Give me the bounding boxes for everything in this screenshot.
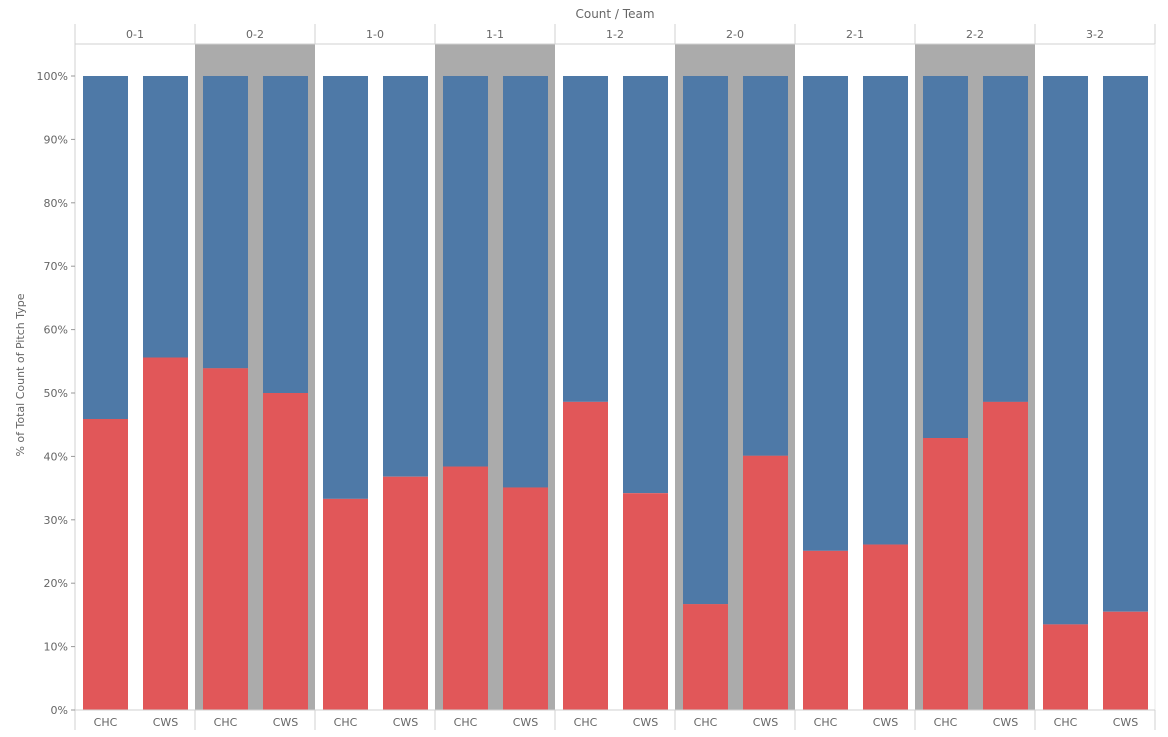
- group-header-label: 0-1: [126, 28, 144, 41]
- bar-segment-bottom-1-0-CWS: [383, 476, 428, 710]
- bar-segment-bottom-0-2-CHC: [203, 368, 248, 710]
- group-header-label: 2-1: [846, 28, 864, 41]
- bar-segment-bottom-1-1-CHC: [443, 466, 488, 710]
- x-tick-label: CHC: [454, 716, 478, 729]
- y-tick-label: 0%: [51, 704, 68, 717]
- x-tick-label: CHC: [334, 716, 358, 729]
- bar-segment-top-2-1-CWS: [863, 76, 908, 545]
- x-tick-label: CHC: [814, 716, 838, 729]
- x-tick-label: CHC: [694, 716, 718, 729]
- x-tick-label: CWS: [993, 716, 1019, 729]
- bar-segment-bottom-2-1-CWS: [863, 544, 908, 710]
- x-tick-label: CWS: [273, 716, 299, 729]
- x-tick-label: CHC: [574, 716, 598, 729]
- labels: 0-1 CHC CWS 0-2 CHC CWS 1-0 CHC CWS 1-1 CHC CWS 1-2 C…: [37, 28, 1139, 729]
- bar-segment-top-0-2-CHC: [203, 76, 248, 369]
- chart-title: Count / Team: [575, 7, 654, 21]
- group-header-label: 1-2: [606, 28, 624, 41]
- y-tick-label: 50%: [44, 387, 68, 400]
- group-header-label: 2-0: [726, 28, 744, 41]
- axes: [71, 24, 1156, 730]
- bar-segment-top-1-0-CWS: [383, 76, 428, 477]
- y-axis-label: % of Total Count of Pitch Type: [14, 293, 27, 456]
- bar-segment-bottom-2-2-CWS: [983, 401, 1028, 710]
- x-tick-label: CWS: [153, 716, 179, 729]
- y-tick-label: 20%: [44, 577, 68, 590]
- bar-segment-bottom-0-2-CWS: [263, 393, 308, 710]
- x-tick-label: CHC: [94, 716, 118, 729]
- x-tick-label: CHC: [1054, 716, 1078, 729]
- bar-segment-bottom-3-2-CWS: [1103, 611, 1148, 710]
- bar-segment-top-0-1-CWS: [143, 76, 188, 358]
- y-tick-label: 40%: [44, 450, 68, 463]
- bar-segment-bottom-2-0-CWS: [743, 455, 788, 710]
- group-header-label: 0-2: [246, 28, 264, 41]
- group-header-label: 1-1: [486, 28, 504, 41]
- x-tick-label: CWS: [513, 716, 539, 729]
- y-tick-label: 70%: [44, 260, 68, 273]
- x-tick-label: CWS: [873, 716, 899, 729]
- y-tick-label: 60%: [44, 324, 68, 337]
- bar-segment-top-1-1-CHC: [443, 76, 488, 467]
- bar-segment-bottom-2-0-CHC: [683, 604, 728, 710]
- bar-segment-top-3-2-CWS: [1103, 76, 1148, 612]
- bar-segment-top-2-2-CWS: [983, 76, 1028, 402]
- bar-segment-top-0-2-CWS: [263, 76, 308, 393]
- bar-segment-top-2-2-CHC: [923, 76, 968, 439]
- bar-segment-top-3-2-CHC: [1043, 76, 1088, 625]
- bar-segment-top-1-2-CHC: [563, 76, 608, 402]
- bar-segment-bottom-2-1-CHC: [803, 550, 848, 710]
- bar-segment-bottom-0-1-CWS: [143, 357, 188, 710]
- panel-backgrounds: [195, 44, 1035, 710]
- bars: [83, 76, 1148, 710]
- bar-segment-top-0-1-CHC: [83, 76, 128, 419]
- x-tick-label: CWS: [1113, 716, 1139, 729]
- y-tick-label: 80%: [44, 197, 68, 210]
- bar-segment-top-1-1-CWS: [503, 76, 548, 488]
- bar-segment-top-1-0-CHC: [323, 76, 368, 499]
- bar-segment-bottom-1-0-CHC: [323, 498, 368, 710]
- x-tick-label: CWS: [753, 716, 779, 729]
- group-header-label: 2-2: [966, 28, 984, 41]
- bar-segment-bottom-0-1-CHC: [83, 418, 128, 710]
- bar-segment-top-2-0-CHC: [683, 76, 728, 605]
- y-tick-label: 10%: [44, 641, 68, 654]
- bar-segment-bottom-1-2-CHC: [563, 401, 608, 710]
- y-tick-label: 90%: [44, 133, 68, 146]
- bar-segment-bottom-3-2-CHC: [1043, 624, 1088, 710]
- x-tick-label: CWS: [393, 716, 419, 729]
- y-tick-label: 100%: [37, 70, 68, 83]
- x-tick-label: CHC: [934, 716, 958, 729]
- x-tick-label: CHC: [214, 716, 238, 729]
- x-tick-label: CWS: [633, 716, 659, 729]
- bar-segment-top-1-2-CWS: [623, 76, 668, 494]
- bar-segment-bottom-1-1-CWS: [503, 487, 548, 710]
- y-tick-label: 30%: [44, 514, 68, 527]
- bar-segment-bottom-1-2-CWS: [623, 493, 668, 710]
- bar-segment-top-2-0-CWS: [743, 76, 788, 456]
- bar-segment-bottom-2-2-CHC: [923, 438, 968, 710]
- group-header-label: 3-2: [1086, 28, 1104, 41]
- group-header-label: 1-0: [366, 28, 384, 41]
- bar-segment-top-2-1-CHC: [803, 76, 848, 551]
